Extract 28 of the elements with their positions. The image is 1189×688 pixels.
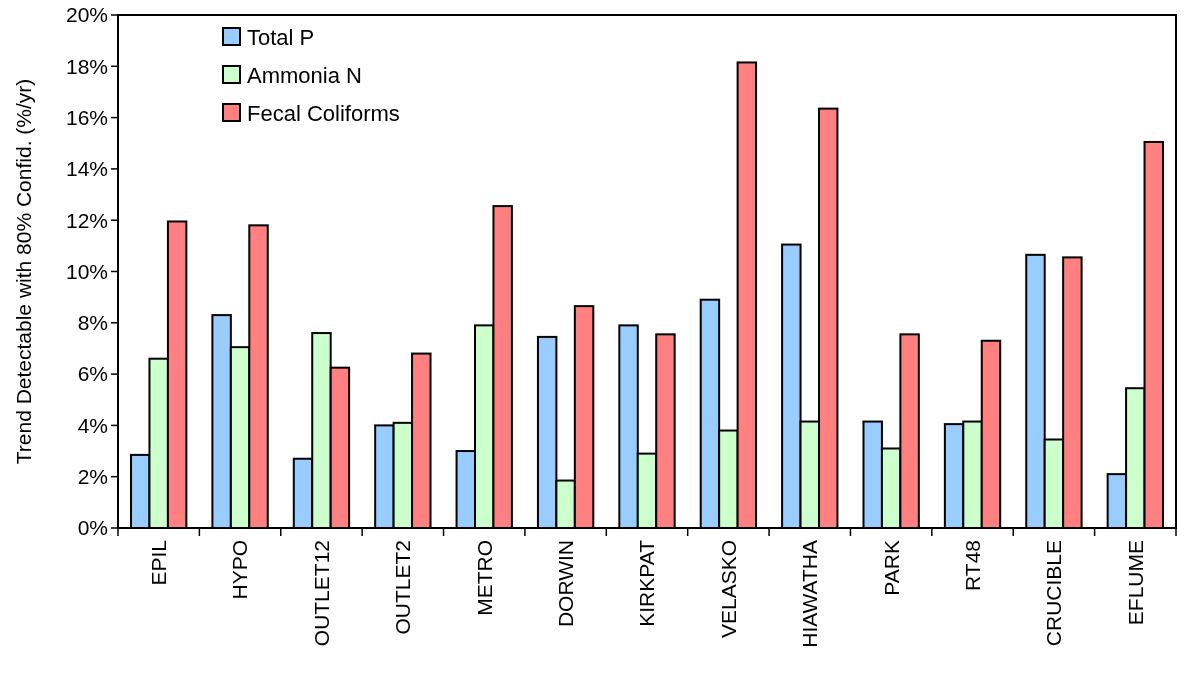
x-tick-label: CRUCIBLE — [1042, 540, 1066, 647]
y-tick-label: 8% — [77, 311, 108, 335]
y-tick-label: 0% — [77, 516, 108, 540]
y-tick-label: 12% — [65, 208, 108, 232]
x-tick-label: OUTLET2 — [391, 540, 415, 635]
x-tick-label: METRO — [472, 540, 496, 616]
y-tick-label: 20% — [65, 3, 108, 27]
y-tick-label: 18% — [65, 54, 108, 78]
legend-label: Fecal Coliforms — [247, 100, 400, 126]
x-tick-label: DORWIN — [553, 540, 577, 628]
x-tick-label: EPIL — [147, 540, 171, 586]
x-tick-label: PARK — [879, 540, 903, 596]
y-tick-label: 14% — [65, 157, 108, 181]
y-tick-label: 4% — [77, 413, 108, 437]
legend-label: Total P — [247, 24, 315, 50]
y-tick-label: 6% — [77, 362, 108, 386]
x-tick-label: VELASKO — [716, 540, 740, 639]
y-axis-title: Trend Detectable with 80% Confid. (%/yr) — [12, 78, 36, 465]
y-tick-label: 2% — [77, 465, 108, 489]
x-tick-label: KIRKPAT — [635, 539, 659, 627]
y-tick-label: 10% — [65, 259, 108, 283]
x-tick-label: HYPO — [228, 540, 252, 600]
y-tick-label: 16% — [65, 105, 108, 129]
x-tick-label: RT48 — [960, 540, 984, 591]
x-tick-label: EFLUME — [1123, 540, 1147, 626]
legend-label: Ammonia N — [247, 62, 362, 88]
x-tick-label: HIAWATHA — [798, 540, 822, 648]
x-tick-label: OUTLET12 — [309, 540, 333, 647]
